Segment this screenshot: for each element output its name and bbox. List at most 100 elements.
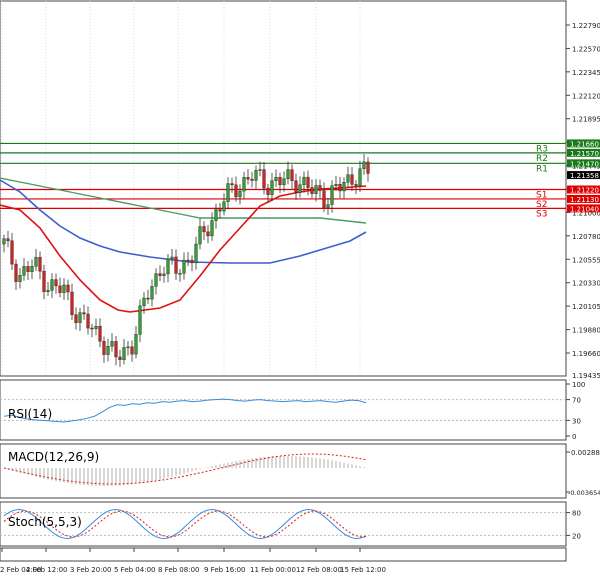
current-price-label: 1.21358 (570, 172, 599, 180)
candle-body (242, 177, 246, 192)
macd-indicator: 0.002883 -0.003654 (3, 449, 600, 497)
candle-body (114, 341, 118, 358)
pivot-name-s2: S2 (536, 200, 547, 210)
candle-body (154, 273, 158, 287)
stoch-tick-label: 80 (572, 510, 581, 518)
pivot-name-s1: S1 (536, 191, 547, 201)
rsi-indicator: 100 70 30 0 (0, 381, 585, 441)
candle-body (238, 190, 242, 198)
time-label: 5 Feb 04:00 (114, 566, 155, 574)
pivot-price-tag (567, 148, 600, 157)
candle-body (94, 326, 98, 329)
rsi-panel (0, 379, 567, 441)
candle-body (202, 226, 206, 233)
candle-body (266, 187, 270, 195)
macd-signal-line (3, 453, 367, 485)
candle-body (326, 204, 330, 208)
candle-body (366, 161, 370, 174)
stoch-indicator: 80 20 (0, 509, 581, 540)
rsi-tick-label: 0 (572, 433, 576, 441)
price-tags: 1.21358 (567, 171, 600, 180)
time-label: 12 Feb 08:00 (296, 566, 342, 574)
time-label: 2 Feb 04:00 (0, 566, 41, 574)
candle-body (306, 176, 310, 188)
candle-body (38, 257, 42, 272)
candle-body (30, 266, 34, 272)
pivot-name-s3: S3 (536, 209, 547, 219)
price-tick-label: 1.20105 (572, 303, 600, 311)
candle-body (246, 177, 250, 180)
candle-body (262, 169, 266, 189)
candle-body (10, 240, 14, 265)
candle-body (330, 185, 334, 205)
candle-body (74, 314, 78, 323)
ma-blue-line (0, 179, 367, 264)
candle-body (110, 341, 114, 347)
candle-body (230, 183, 234, 186)
candle-body (250, 179, 254, 181)
candle-body (358, 168, 362, 186)
price-tick-label: 1.19660 (572, 350, 600, 358)
candle-body (282, 178, 286, 186)
time-axis-strip (0, 547, 567, 562)
candle-body (314, 185, 318, 194)
candle-body (82, 312, 86, 315)
pivot-name-r1: R1 (536, 164, 548, 174)
stoch-d-line (3, 510, 367, 538)
candle-body (22, 266, 26, 276)
candle-body (210, 220, 214, 237)
candle-body (126, 346, 130, 349)
candle-body (350, 174, 354, 185)
main-price-panel (0, 0, 567, 377)
candle-body (258, 169, 262, 171)
stoch-title: Stoch(5,5,3) (8, 515, 82, 529)
pivot-name-r2: R2 (536, 154, 548, 164)
candle-body (134, 334, 138, 355)
candle-body (186, 259, 190, 262)
time-label: 11 Feb 00:00 (250, 566, 296, 574)
candle-body (318, 185, 322, 191)
pivot-price-label: 1.21130 (570, 196, 599, 204)
pivot-price-tag (567, 185, 600, 194)
rsi-title: RSI(14) (8, 407, 52, 421)
candle-body (290, 169, 294, 181)
candle-body (354, 184, 358, 186)
candle-body (86, 313, 90, 329)
candle-body (218, 209, 222, 212)
candle-body (322, 190, 326, 208)
candle-body (70, 291, 74, 315)
candle-body (106, 346, 110, 355)
candle-body (338, 184, 342, 192)
candle-body (342, 182, 346, 192)
candlesticks (2, 153, 370, 368)
candle-body (254, 170, 258, 181)
candle-body (54, 279, 58, 287)
stoch-panel (0, 501, 567, 547)
candle-body (142, 297, 146, 307)
pivot-price-tag (567, 159, 600, 168)
candle-body (298, 184, 302, 193)
current-price-tag (567, 171, 600, 180)
pivot-price-label: 1.21220 (570, 187, 599, 195)
candle-body (66, 284, 70, 293)
candle-body (46, 290, 50, 292)
time-label: 2 Feb 12:00 (26, 566, 67, 574)
candle-body (130, 346, 134, 355)
candle-body (170, 256, 174, 260)
candle-body (98, 326, 102, 342)
candle-body (34, 257, 38, 267)
price-tick-label: 1.19435 (572, 372, 600, 380)
price-tick-label: 1.21895 (572, 116, 600, 124)
time-label: 8 Feb 08:00 (158, 566, 199, 574)
candle-body (278, 177, 282, 186)
pivot-price-label: 1.21570 (570, 150, 599, 158)
pivot-price-tag (567, 194, 600, 203)
ma-green-line (0, 177, 367, 224)
pivot-price-tag (567, 204, 600, 213)
candle-body (190, 259, 194, 264)
rsi-tick-label: 30 (572, 417, 581, 425)
candle-body (214, 209, 218, 221)
candle-body (102, 341, 106, 355)
price-tick-label: 1.22120 (572, 92, 600, 100)
rsi-tick-label: 100 (572, 381, 585, 389)
